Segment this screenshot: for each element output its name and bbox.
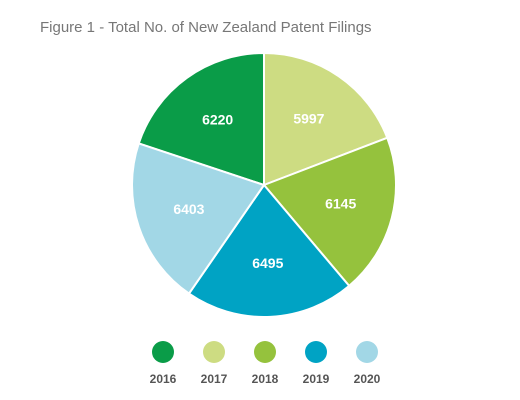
legend-swatch bbox=[356, 341, 378, 363]
pie-slice bbox=[137, 51, 265, 187]
legend-label: 2019 bbox=[303, 372, 330, 386]
legend-label: 2020 bbox=[354, 372, 381, 386]
legend-swatch bbox=[203, 341, 225, 363]
pie-slice bbox=[187, 183, 351, 318]
legend-swatch bbox=[305, 341, 327, 363]
data-label: 6220 bbox=[202, 111, 233, 127]
chart-title: Figure 1 - Total No. of New Zealand Pate… bbox=[40, 19, 372, 36]
legend-swatch bbox=[254, 341, 276, 363]
legend-label: 2017 bbox=[201, 372, 228, 386]
pie-slice bbox=[262, 136, 397, 288]
data-label: 6145 bbox=[325, 195, 356, 211]
data-label: 5997 bbox=[293, 110, 324, 126]
legend-label: 2018 bbox=[252, 372, 279, 386]
pie-slice bbox=[263, 51, 389, 187]
pie-slice bbox=[131, 142, 266, 296]
legend-swatch bbox=[152, 341, 174, 363]
legend-label: 2016 bbox=[150, 372, 177, 386]
data-label: 6403 bbox=[173, 201, 204, 217]
data-label: 6495 bbox=[252, 255, 283, 271]
